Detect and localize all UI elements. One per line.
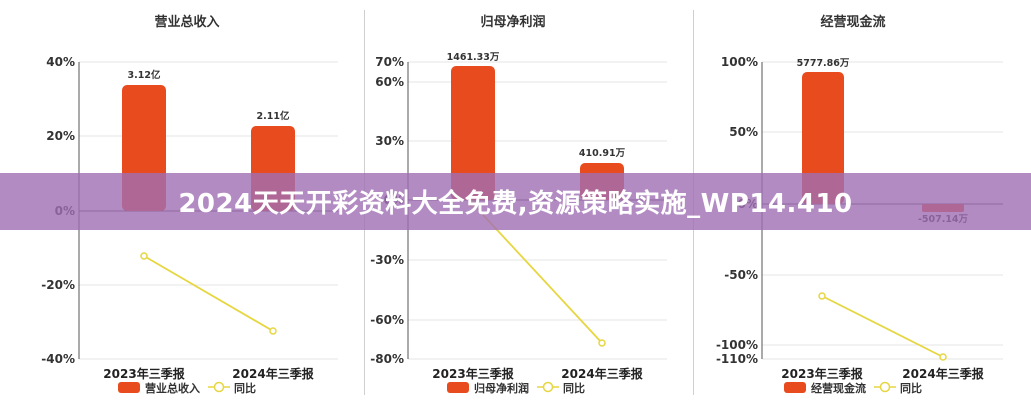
title-banner-overlay: 2024天天开彩资料大全免费,资源策略实施_WP14.410 — [0, 173, 1031, 230]
svg-text:30%: 30% — [375, 134, 404, 148]
svg-text:100%: 100% — [721, 55, 758, 69]
svg-text:-100%: -100% — [716, 338, 758, 352]
yoy-line — [143, 255, 274, 332]
svg-text:经营现金流: 经营现金流 — [811, 381, 866, 395]
svg-text:2023年三季报: 2023年三季报 — [781, 366, 862, 381]
svg-text:同比: 同比 — [563, 381, 585, 395]
svg-text:2024年三季报: 2024年三季报 — [902, 366, 983, 381]
bar-2023 — [802, 72, 844, 204]
svg-text:-20%: -20% — [41, 278, 75, 292]
banner-text: 2024天天开彩资料大全免费,资源策略实施_WP14.410 — [178, 189, 853, 219]
legend: 归母净利润 同比 — [447, 381, 585, 395]
yoy-line — [821, 295, 944, 358]
legend: 经营现金流 同比 — [784, 381, 922, 395]
svg-text:2024年三季报: 2024年三季报 — [561, 366, 642, 381]
svg-text:2023年三季报: 2023年三季报 — [432, 366, 513, 381]
svg-text:-50%: -50% — [724, 268, 758, 282]
svg-text:3.12亿: 3.12亿 — [128, 69, 161, 81]
svg-text:60%: 60% — [375, 75, 404, 89]
svg-text:-60%: -60% — [370, 313, 404, 327]
grid-lines — [762, 61, 1003, 360]
svg-text:410.91万: 410.91万 — [579, 148, 626, 159]
svg-text:2023年三季报: 2023年三季报 — [103, 366, 184, 381]
svg-text:同比: 同比 — [234, 381, 256, 395]
svg-text:-40%: -40% — [41, 352, 75, 366]
svg-text:归母净利润: 归母净利润 — [474, 381, 529, 395]
svg-text:5777.86万: 5777.86万 — [797, 58, 850, 69]
svg-text:1461.33万: 1461.33万 — [447, 52, 500, 63]
legend: 营业总收入 同比 — [118, 381, 256, 395]
svg-text:-30%: -30% — [370, 253, 404, 267]
svg-text:40%: 40% — [46, 55, 75, 69]
chart-title: 营业总收入 — [154, 15, 220, 30]
svg-text:-80%: -80% — [370, 352, 404, 366]
bar-2023 — [451, 66, 495, 200]
svg-text:-110%: -110% — [716, 352, 758, 366]
svg-text:2024年三季报: 2024年三季报 — [232, 366, 313, 381]
svg-text:50%: 50% — [729, 125, 758, 139]
svg-text:20%: 20% — [46, 129, 75, 143]
svg-text:营业总收入: 营业总收入 — [145, 381, 200, 395]
chart-title: 经营现金流 — [820, 15, 886, 30]
svg-text:70%: 70% — [375, 55, 404, 69]
svg-text:2.11亿: 2.11亿 — [257, 110, 290, 122]
grid-lines — [79, 61, 338, 360]
svg-text:同比: 同比 — [900, 381, 922, 395]
chart-title: 归母净利润 — [480, 15, 546, 30]
